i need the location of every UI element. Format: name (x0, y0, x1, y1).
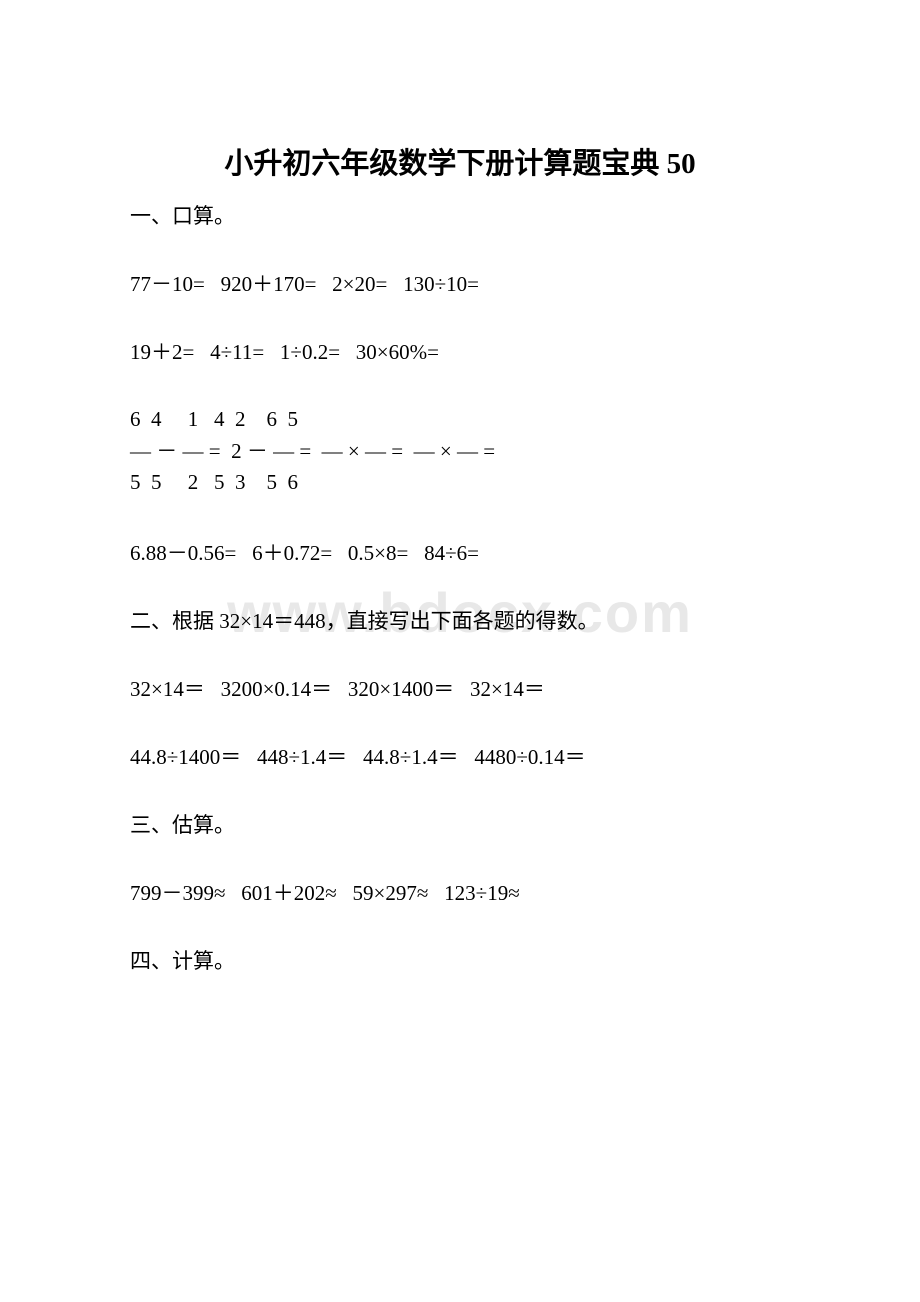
document-title: 小升初六年级数学下册计算题宝典 50 (130, 140, 790, 182)
document-content: 小升初六年级数学下册计算题宝典 50 一、口算。 77－10= 920＋170=… (130, 140, 790, 975)
section-2-heading: 二、根据 32×14＝448，直接写出下面各题的得数。 (130, 605, 790, 635)
section-1-heading: 一、口算。 (130, 200, 790, 230)
section-1-row-1: 77－10= 920＋170= 2×20= 130÷10= (130, 268, 790, 298)
section-4-heading: 四、计算。 (130, 945, 790, 975)
section-2-row-1: 32×14＝ 3200×0.14＝ 320×1400＝ 32×14＝ (130, 673, 790, 703)
section-3-heading: 三、估算。 (130, 809, 790, 839)
fraction-numerators: 6 4 1 4 2 6 5 (130, 404, 790, 436)
section-1-fraction-block: 6 4 1 4 2 6 5 — － — = 2 － — = — × — = — … (130, 404, 790, 499)
section-1-row-2: 19＋2= 4÷11= 1÷0.2= 30×60%= (130, 336, 790, 366)
section-2-row-2: 44.8÷1400＝ 448÷1.4＝ 44.8÷1.4＝ 4480÷0.14＝ (130, 741, 790, 771)
fraction-bars: — － — = 2 － — = — × — = — × — = (130, 436, 790, 468)
section-3-row-1: 799－399≈ 601＋202≈ 59×297≈ 123÷19≈ (130, 877, 790, 907)
fraction-denominators: 5 5 2 5 3 5 6 (130, 467, 790, 499)
section-1-row-4: 6.88－0.56= 6＋0.72= 0.5×8= 84÷6= (130, 537, 790, 567)
